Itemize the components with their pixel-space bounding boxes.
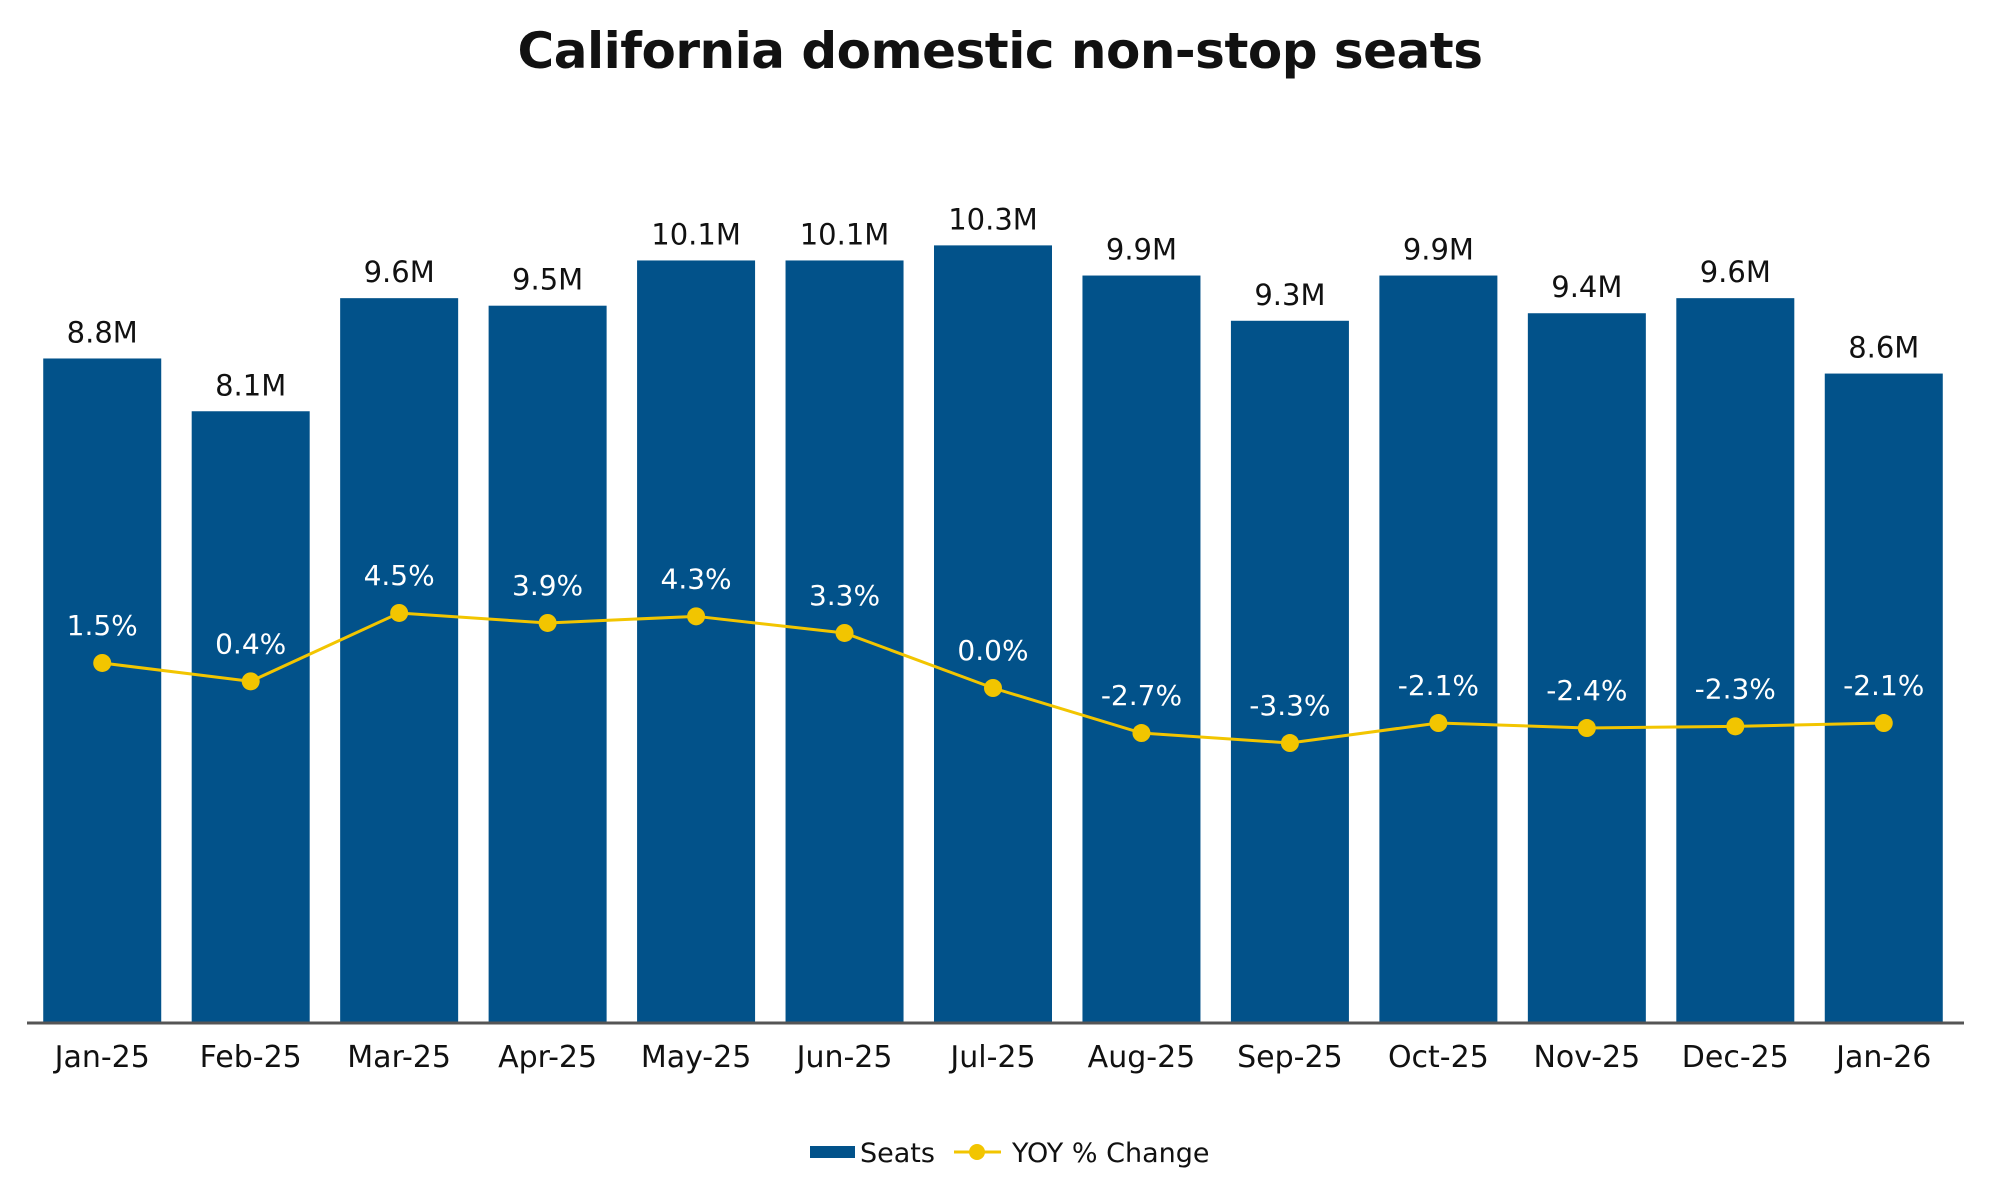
bar-seats-apr-25	[488, 305, 607, 1022]
x-tick-label: May-25	[641, 1040, 752, 1075]
bar-seats-oct-25	[1379, 275, 1498, 1022]
yoy-point-jun-25	[835, 623, 854, 642]
yoy-value-label: -2.3%	[1695, 672, 1776, 705]
yoy-point-jan-25	[93, 653, 112, 672]
bar-value-label: 9.4M	[1551, 270, 1622, 304]
yoy-point-aug-25	[1132, 724, 1151, 743]
bar-seats-mar-25	[340, 298, 459, 1022]
x-tick-label: Apr-25	[498, 1040, 597, 1075]
x-tick-label: Jan-26	[1834, 1040, 1931, 1075]
bar-seats-jan-25	[43, 358, 162, 1023]
x-tick-label: Nov-25	[1533, 1040, 1640, 1075]
bar-value-label: 9.6M	[364, 255, 435, 289]
x-tick-label: Jun-25	[795, 1040, 893, 1075]
yoy-point-oct-25	[1429, 714, 1448, 733]
yoy-value-label: -3.3%	[1249, 689, 1330, 722]
x-tick-label: Jul-25	[948, 1040, 1035, 1075]
bar-value-label: 8.6M	[1848, 331, 1919, 365]
bar-value-label: 10.3M	[948, 202, 1038, 236]
bar-value-label: 8.1M	[215, 368, 286, 402]
bar-seats-may-25	[637, 260, 756, 1023]
bar-seats-dec-25	[1676, 298, 1795, 1022]
yoy-value-label: -2.4%	[1546, 674, 1627, 707]
yoy-point-may-25	[687, 607, 706, 626]
x-tick-label: Mar-25	[347, 1040, 451, 1075]
bar-seats-feb-25	[191, 411, 310, 1022]
yoy-value-label: 0.0%	[957, 634, 1028, 667]
yoy-point-nov-25	[1577, 719, 1596, 738]
bar-value-label: 10.1M	[651, 217, 741, 251]
x-tick-label: Oct-25	[1388, 1040, 1489, 1075]
yoy-value-label: 4.5%	[364, 559, 435, 592]
yoy-value-label: 3.3%	[809, 579, 880, 612]
bar-value-label: 9.6M	[1700, 255, 1771, 289]
bar-labels-layer: 8.8M 8.1M 9.6M 9.5M 10.1M 10.1M 10.3M 9.9M 9.3M 9…	[67, 202, 1920, 402]
x-tick-label: Feb-25	[200, 1040, 302, 1075]
bars-layer	[43, 245, 1943, 1023]
bar-value-label: 10.1M	[800, 217, 890, 251]
yoy-point-dec-25	[1726, 717, 1745, 736]
legend-yoy-label: YOY % Change	[1011, 1138, 1209, 1169]
x-tick-label: Dec-25	[1682, 1040, 1789, 1075]
yoy-point-jan-26	[1874, 714, 1893, 733]
x-tick-label: Sep-25	[1237, 1040, 1343, 1075]
yoy-value-label: -2.1%	[1398, 669, 1479, 702]
x-tick-label: Aug-25	[1088, 1040, 1196, 1075]
yoy-value-label: 1.5%	[67, 609, 138, 642]
bar-value-label: 9.5M	[512, 263, 583, 297]
legend-yoy-dot	[969, 1144, 985, 1160]
legend-seats-label: Seats	[860, 1138, 935, 1169]
bar-seats-aug-25	[1082, 275, 1201, 1022]
chart-title: California domestic non-stop seats	[517, 22, 1483, 80]
yoy-point-sep-25	[1280, 734, 1299, 753]
yoy-value-label: 0.4%	[215, 627, 286, 660]
yoy-value-label: 4.3%	[661, 562, 732, 595]
bar-value-label: 8.8M	[67, 315, 138, 349]
yoy-line-layer: 1.5% 0.4% 4.5% 3.9% 4.3% 3.3% 0.0% -2.7% -3.3% -2…	[67, 559, 1924, 753]
yoy-point-apr-25	[538, 613, 557, 632]
legend-seats-swatch	[810, 1146, 855, 1158]
bar-seats-nov-25	[1527, 313, 1646, 1022]
yoy-point-mar-25	[390, 603, 409, 622]
x-tick-label: Jan-25	[53, 1040, 150, 1075]
bar-value-label: 9.9M	[1106, 233, 1177, 267]
yoy-value-label: 3.9%	[512, 569, 583, 602]
bar-seats-jan-26	[1824, 373, 1943, 1022]
bar-seats-jul-25	[934, 245, 1052, 1022]
yoy-point-jul-25	[984, 679, 1002, 697]
yoy-value-label: -2.1%	[1843, 669, 1924, 702]
yoy-point-feb-25	[241, 672, 260, 691]
bar-value-label: 9.9M	[1403, 233, 1474, 267]
bar-seats-sep-25	[1230, 320, 1349, 1022]
yoy-value-label: -2.7%	[1101, 679, 1182, 712]
x-axis-ticks: Jan-25 Feb-25 Mar-25 Apr-25 May-25 Jun-25 Jul-…	[53, 1040, 1932, 1075]
bar-value-label: 9.3M	[1254, 278, 1325, 312]
legend: Seats YOY % Change	[810, 1138, 1209, 1169]
